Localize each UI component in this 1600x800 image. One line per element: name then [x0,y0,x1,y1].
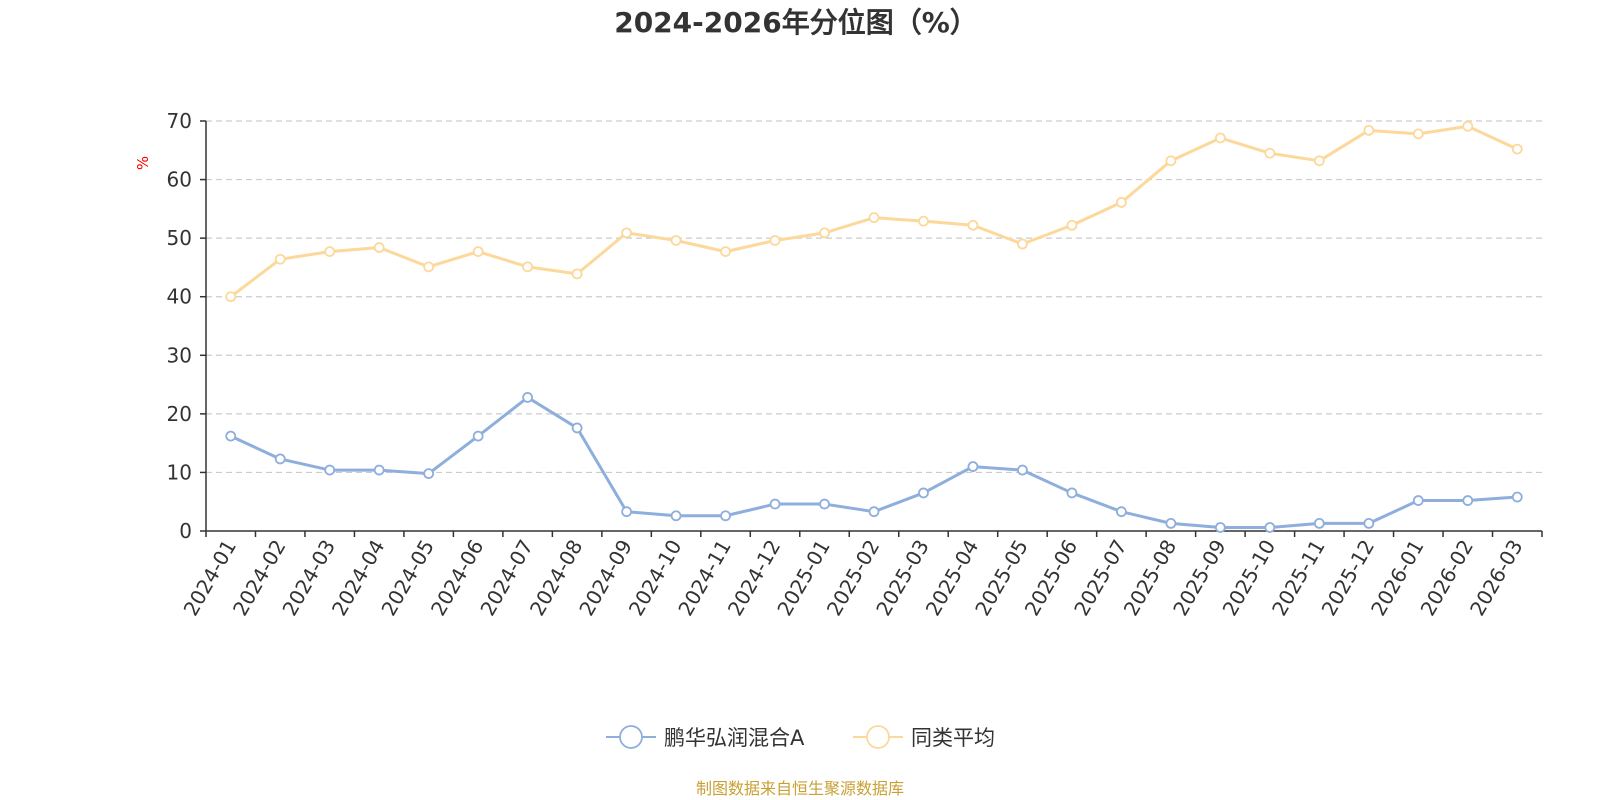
data-point-0-2025-11 [1313,517,1325,529]
legend-marker-0 [619,725,643,749]
data-point-0-2024-01 [225,430,237,442]
y-tick-label-10: 10 [167,460,192,484]
data-point-1-2024-05 [423,261,435,273]
data-point-1-2025-01 [819,227,830,239]
data-point-0-2024-11 [720,510,731,522]
y-tick-label-0: 0 [179,519,192,543]
data-point-1-2024-01 [225,291,237,303]
data-point-0-2026-02 [1462,495,1474,506]
x-axis: 2024-012024-022024-032024-042024-052024-… [178,530,1543,620]
legend-label-1: 同类平均 [911,726,995,750]
data-point-1-2026-01 [1412,128,1424,140]
data-point-0-2024-09 [621,506,632,518]
data-point-1-2025-10 [1264,147,1276,159]
legend-marker-1 [866,725,890,749]
data-point-0-2024-03 [324,464,336,476]
data-point-0-2026-01 [1412,495,1424,506]
y-tick-label-40: 40 [167,285,192,309]
y-tick-label-70: 70 [167,109,192,133]
data-point-0-2025-07 [1116,506,1127,518]
data-point-0-2024-05 [423,468,435,480]
data-point-1-2026-02 [1462,120,1474,132]
data-point-0-2025-10 [1264,522,1276,533]
data-point-1-2026-03 [1511,143,1523,155]
data-point-0-2024-08 [571,422,583,434]
data-point-0-2025-05 [1017,464,1028,476]
data-point-1-2025-07 [1116,197,1127,208]
data-point-0-2024-12 [769,498,781,510]
data-point-1-2025-02 [868,212,880,224]
y-tick-label-60: 60 [167,168,192,192]
data-point-1-2024-10 [670,235,682,246]
y-tick-label-50: 50 [167,226,192,250]
data-point-1-2024-06 [472,246,484,258]
data-point-0-2024-07 [522,392,534,403]
data-point-0-2025-06 [1066,487,1078,499]
series-line-1 [229,124,1519,299]
data-point-1-2024-09 [621,227,632,239]
data-point-1-2025-12 [1363,124,1375,136]
data-point-0-2025-01 [819,498,830,510]
data-point-0-2026-03 [1511,491,1523,503]
data-point-0-2024-02 [274,453,286,465]
chart-title: 2024-2026年分位图（%） [614,6,978,39]
y-tick-label-20: 20 [167,402,192,426]
data-point-1-2024-12 [769,235,781,246]
data-point-0-2024-06 [472,430,484,442]
grid-lines [206,120,1542,474]
data-point-1-2024-11 [720,246,731,258]
y-axis: 0 10 20 30 40 50 60 70 [167,109,207,543]
data-point-1-2025-05 [1017,238,1028,250]
data-point-0-2024-10 [670,510,682,522]
data-point-1-2025-04 [967,219,979,231]
legend: 鹏华弘润混合A 同类平均 [606,725,995,750]
data-point-0-2025-08 [1165,517,1177,529]
data-point-0-2025-03 [918,487,929,499]
data-point-1-2024-08 [571,268,583,280]
data-point-0-2025-04 [967,461,979,472]
data-point-1-2025-06 [1066,219,1078,231]
data-point-1-2025-11 [1313,155,1325,167]
y-tick-label-30: 30 [167,343,192,367]
source-note: 制图数据来自恒生聚源数据库 [696,779,904,798]
data-point-1-2025-08 [1165,155,1177,167]
data-point-0-2025-02 [868,506,880,518]
data-point-1-2025-03 [918,215,929,227]
data-point-1-2025-09 [1214,132,1226,144]
data-point-1-2024-03 [324,246,336,258]
data-point-0-2024-04 [373,464,385,476]
series-lines [225,120,1523,533]
data-point-1-2024-04 [373,242,385,253]
data-point-1-2024-07 [522,261,534,273]
legend-label-0: 鹏华弘润混合A [664,726,805,750]
y-axis-unit: % [134,156,152,170]
data-point-0-2025-12 [1363,517,1375,529]
data-point-1-2024-02 [274,253,286,265]
data-point-0-2025-09 [1214,522,1226,533]
